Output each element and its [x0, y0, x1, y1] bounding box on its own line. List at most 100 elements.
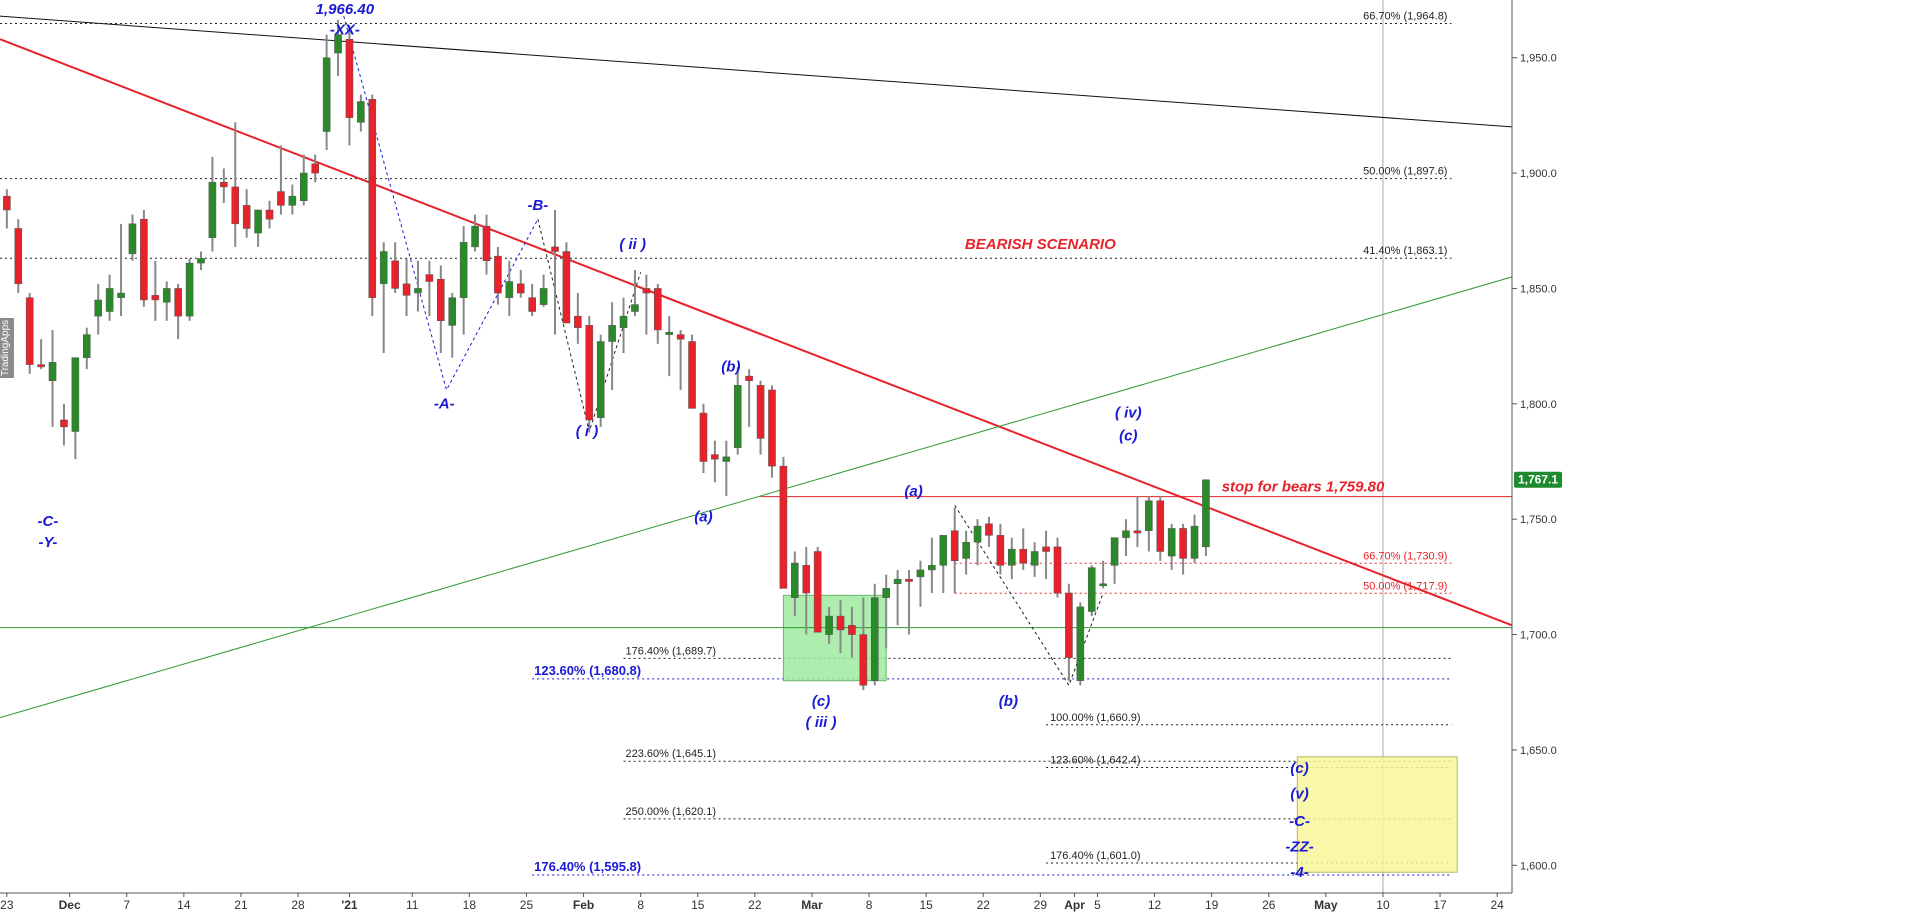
candle-body-down — [996, 535, 1005, 566]
candle — [288, 184, 297, 215]
fib-level-label: 100.00% (1,660.9) — [1050, 712, 1141, 724]
candle — [379, 242, 388, 354]
candle — [174, 283, 182, 340]
candle — [231, 122, 240, 247]
wave-annotation: (c) — [812, 693, 830, 710]
candle — [1190, 514, 1199, 564]
candle-body-up — [608, 325, 616, 342]
candle — [996, 523, 1005, 575]
wave-annotation: BEARISH SCENARIO — [965, 236, 1116, 253]
candle-body-down — [220, 182, 228, 188]
x-tick-label: 15 — [691, 898, 705, 912]
candle — [505, 260, 514, 317]
candle — [482, 214, 491, 275]
candle — [14, 219, 23, 294]
candle — [939, 535, 948, 594]
candle-body-down — [642, 288, 651, 294]
red-resistance — [0, 38, 1513, 627]
fib-level-label: 50.00% (1,717.9) — [1363, 580, 1447, 592]
x-tick-label: 23 — [0, 898, 14, 912]
wave-annotation: ( ii ) — [619, 236, 646, 253]
x-tick-label: 28 — [291, 898, 305, 912]
candle — [711, 440, 719, 483]
candle-body-up — [299, 172, 308, 202]
candle — [870, 583, 879, 686]
x-tick-label: 5 — [1094, 898, 1101, 912]
wave-annotation: (v) — [1290, 785, 1308, 802]
fib-level-label: 176.40% (1,595.8) — [534, 859, 641, 874]
candle-body-down — [494, 255, 502, 294]
candle — [836, 599, 845, 654]
candle-body-down — [756, 385, 765, 439]
candle-body-up — [962, 542, 970, 559]
x-tick-label: 29 — [1034, 898, 1048, 912]
candle — [60, 403, 68, 446]
candle-body-up — [973, 525, 982, 543]
candle — [848, 606, 856, 658]
candle — [345, 25, 354, 146]
candle — [699, 403, 708, 474]
candle-body-up — [162, 288, 171, 303]
y-tick-label: 1,850.0 — [1520, 283, 1557, 295]
candle — [254, 209, 262, 247]
candle-body-up — [414, 288, 422, 294]
wave-paths-layer — [343, 16, 1104, 687]
candle-body-up — [83, 334, 91, 358]
candle — [756, 380, 765, 455]
candle — [928, 537, 936, 594]
candle-body-up — [105, 288, 114, 312]
candle-body-down — [905, 578, 913, 582]
candle — [1042, 530, 1050, 580]
wave-annotation: (c) — [1290, 760, 1308, 777]
candle — [562, 242, 571, 324]
candle-body-down — [1133, 530, 1142, 534]
candle — [128, 214, 137, 261]
candle — [437, 265, 445, 354]
fibonacci-levels-layer — [0, 23, 1452, 876]
candle — [768, 385, 776, 478]
candle — [574, 293, 582, 344]
candle — [105, 274, 114, 321]
candle-body-down — [848, 625, 856, 635]
candle — [299, 154, 308, 206]
candle-body-up — [882, 588, 890, 598]
candle — [950, 507, 959, 594]
wave-annotation: -C- — [38, 513, 59, 530]
candle-body-down — [574, 315, 582, 328]
candle-body-up — [893, 578, 902, 585]
candle-body-up — [1202, 479, 1210, 548]
candle-body-up — [1122, 530, 1130, 538]
candle — [71, 357, 80, 460]
candle — [117, 223, 125, 317]
candle — [733, 366, 742, 455]
x-tick-label: Feb — [573, 898, 594, 912]
candle — [631, 269, 639, 317]
wave-annotation: -4- — [1290, 864, 1308, 881]
candle — [1133, 496, 1142, 547]
candle — [448, 293, 457, 358]
candle — [391, 242, 399, 294]
candle-body-up — [322, 57, 331, 132]
candle — [551, 209, 559, 335]
candle — [1122, 519, 1130, 557]
x-tick-label: '21 — [341, 898, 358, 912]
candle — [516, 269, 525, 298]
candle-body-up — [1145, 500, 1153, 531]
candle-body-up — [1030, 551, 1039, 566]
candle — [151, 260, 160, 321]
candle — [25, 293, 34, 374]
candle — [802, 546, 811, 635]
wave-annotation: (c) — [1119, 428, 1137, 445]
candle-body-up — [117, 292, 125, 298]
wave-annotation: ( iii ) — [806, 714, 837, 731]
candle — [334, 19, 342, 77]
candle-body-down — [151, 295, 160, 301]
candle-body-down — [231, 186, 240, 225]
candle-body-up — [1076, 606, 1085, 681]
trendlines-layer — [0, 15, 1513, 719]
candle — [1099, 560, 1107, 589]
candle-body-down — [813, 551, 822, 633]
wave-annotation: ( iv) — [1115, 405, 1142, 422]
